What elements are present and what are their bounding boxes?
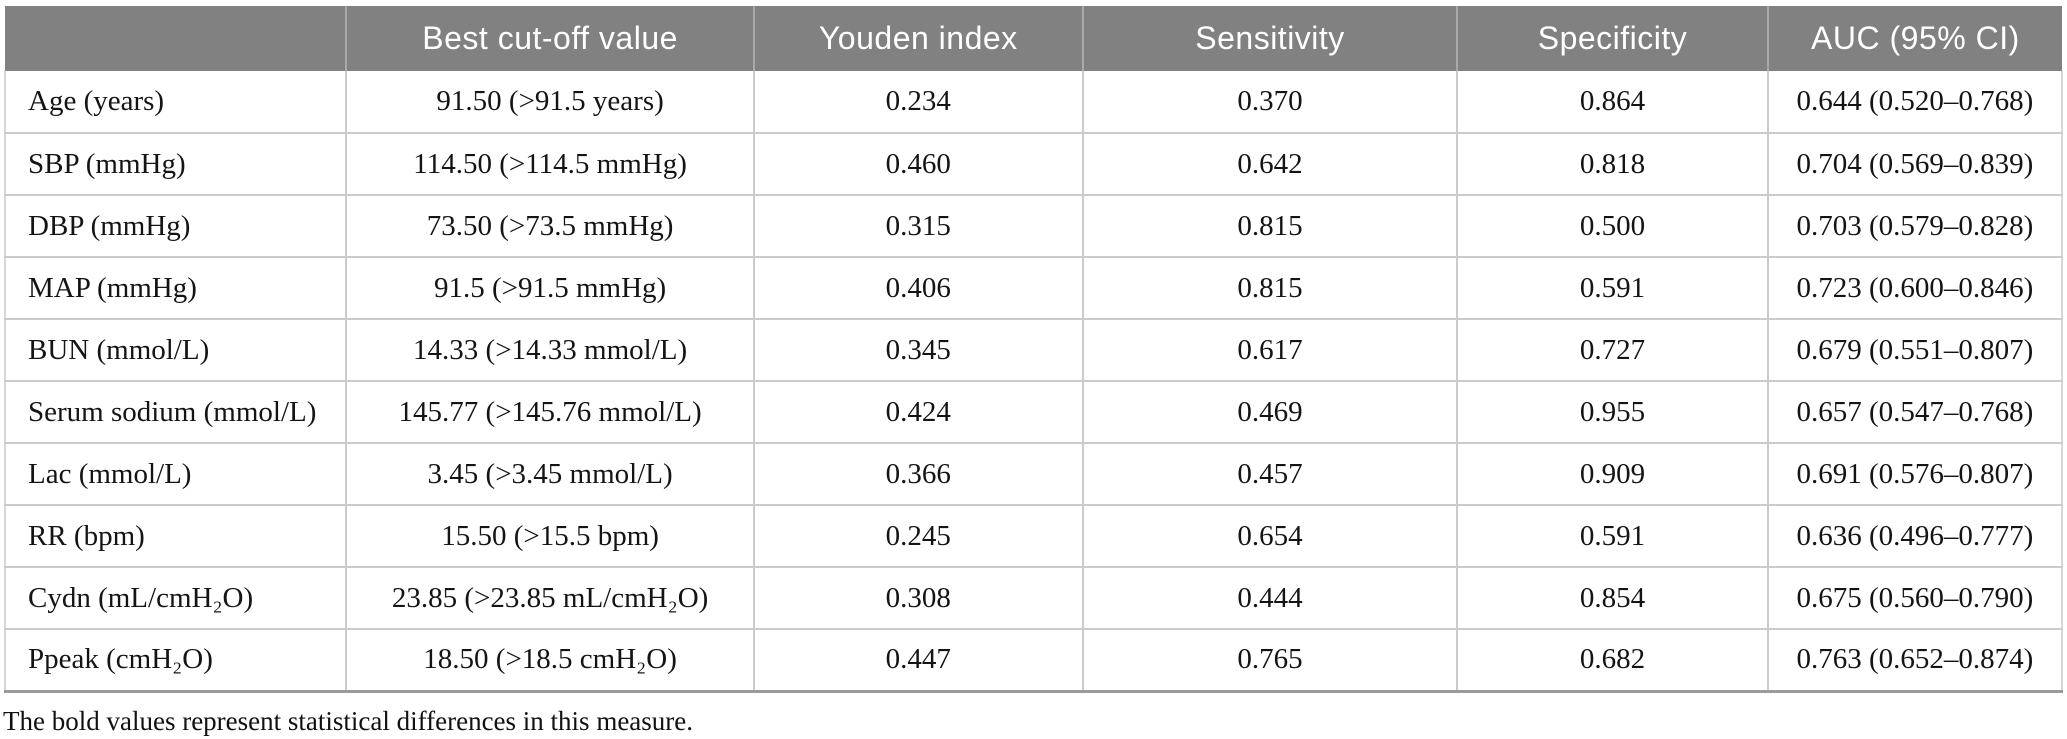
table-row: MAP (mmHg) 91.5 (>91.5 mmHg) 0.406 0.815 0.5…: [3, 257, 2064, 320]
cutoff-cell: 91.50 (>91.5 years): [345, 71, 755, 134]
table-body: Age (years) 91.50 (>91.5 years) 0.234 0.370…: [3, 71, 2064, 693]
youden-cell: 0.308: [752, 567, 1084, 630]
cutoff-cell: 18.50 (>18.5 cmH₂O): [345, 629, 755, 693]
sensitivity-cell: 0.654: [1081, 505, 1459, 568]
table-row: Ppeak (cmH₂O) 18.50 (>18.5 cmH₂O) 0.447 0.7…: [3, 629, 2064, 693]
youden-cell: 0.366: [752, 443, 1084, 506]
cutoff-cell: 91.5 (>91.5 mmHg): [345, 257, 755, 320]
col-header-sensitivity: Sensitivity: [1082, 6, 1459, 71]
row-label-cell: Lac (mmol/L): [3, 443, 348, 506]
cutoff-cell: 145.77 (>145.76 mmol/L): [345, 381, 755, 444]
sensitivity-cell: 0.444: [1081, 567, 1459, 630]
row-label-cell: Cydn (mL/cmH₂O): [3, 567, 348, 630]
roc-analysis-table: Best cut-off value Youden index Sensitiv…: [3, 6, 2064, 693]
specificity-cell: 0.500: [1456, 195, 1769, 258]
table-header-row: Best cut-off value Youden index Sensitiv…: [5, 6, 2062, 71]
auc-cell: 0.704 (0.569–0.839): [1766, 133, 2064, 196]
roc-analysis-table-container: Best cut-off value Youden index Sensitiv…: [3, 6, 2064, 693]
sensitivity-cell: 0.765: [1081, 629, 1459, 693]
table-row: Serum sodium (mmol/L) 145.77 (>145.76 mmo…: [3, 381, 2064, 444]
sensitivity-cell: 0.642: [1081, 133, 1459, 196]
specificity-cell: 0.591: [1456, 257, 1769, 320]
specificity-cell: 0.864: [1456, 71, 1769, 134]
auc-cell: 0.723 (0.600–0.846): [1766, 257, 2064, 320]
youden-cell: 0.245: [752, 505, 1084, 568]
row-label-cell: MAP (mmHg): [3, 257, 348, 320]
sensitivity-cell: 0.815: [1081, 195, 1459, 258]
sensitivity-cell: 0.370: [1081, 71, 1459, 134]
cutoff-cell: 3.45 (>3.45 mmol/L): [345, 443, 755, 506]
auc-cell: 0.657 (0.547–0.768): [1766, 381, 2064, 444]
col-header-auc-ci: AUC (95% CI): [1767, 6, 2062, 71]
auc-cell: 0.691 (0.576–0.807): [1766, 443, 2064, 506]
auc-cell: 0.703 (0.579–0.828): [1766, 195, 2064, 258]
row-label-cell: Ppeak (cmH₂O): [3, 629, 348, 693]
row-label-cell: BUN (mmol/L): [3, 319, 348, 382]
auc-cell: 0.763 (0.652–0.874): [1766, 629, 2064, 693]
col-header-specificity: Specificity: [1457, 6, 1769, 71]
table-row: Age (years) 91.50 (>91.5 years) 0.234 0.370…: [3, 71, 2064, 134]
specificity-cell: 0.727: [1456, 319, 1769, 382]
youden-cell: 0.234: [752, 71, 1084, 134]
cutoff-cell: 15.50 (>15.5 bpm): [345, 505, 755, 568]
col-header-variable: [5, 6, 348, 71]
row-label-cell: DBP (mmHg): [3, 195, 348, 258]
table-row: Cydn (mL/cmH₂O) 23.85 (>23.85 mL/cmH₂O) 0.…: [3, 567, 2064, 630]
row-label-cell: Serum sodium (mmol/L): [3, 381, 348, 444]
cutoff-cell: 73.50 (>73.5 mmHg): [345, 195, 755, 258]
auc-cell: 0.644 (0.520–0.768): [1766, 71, 2064, 134]
sensitivity-cell: 0.469: [1081, 381, 1459, 444]
table-row: SBP (mmHg) 114.50 (>114.5 mmHg) 0.460 0.642…: [3, 133, 2064, 196]
youden-cell: 0.460: [752, 133, 1084, 196]
specificity-cell: 0.682: [1456, 629, 1769, 693]
row-label-cell: Age (years): [3, 71, 348, 134]
table-row: BUN (mmol/L) 14.33 (>14.33 mmol/L) 0.345 0.…: [3, 319, 2064, 382]
sensitivity-cell: 0.815: [1081, 257, 1459, 320]
youden-cell: 0.406: [752, 257, 1084, 320]
col-header-best-cutoff: Best cut-off value: [346, 6, 755, 71]
sensitivity-cell: 0.457: [1081, 443, 1459, 506]
cutoff-cell: 114.50 (>114.5 mmHg): [345, 133, 755, 196]
auc-cell: 0.636 (0.496–0.777): [1766, 505, 2064, 568]
table-footnote: The bold values represent statistical di…: [3, 706, 694, 736]
youden-cell: 0.345: [752, 319, 1084, 382]
youden-cell: 0.315: [752, 195, 1084, 258]
row-label-cell: RR (bpm): [3, 505, 348, 568]
auc-cell: 0.679 (0.551–0.807): [1766, 319, 2064, 382]
table-row: RR (bpm) 15.50 (>15.5 bpm) 0.245 0.654 0.591…: [3, 505, 2064, 568]
youden-cell: 0.424: [752, 381, 1084, 444]
specificity-cell: 0.818: [1456, 133, 1769, 196]
table-row: Lac (mmol/L) 3.45 (>3.45 mmol/L) 0.366 0.45…: [3, 443, 2064, 506]
youden-cell: 0.447: [752, 629, 1084, 693]
row-label-cell: SBP (mmHg): [3, 133, 348, 196]
specificity-cell: 0.955: [1456, 381, 1769, 444]
cutoff-cell: 23.85 (>23.85 mL/cmH₂O): [345, 567, 755, 630]
auc-cell: 0.675 (0.560–0.790): [1766, 567, 2064, 630]
specificity-cell: 0.909: [1456, 443, 1769, 506]
specificity-cell: 0.854: [1456, 567, 1769, 630]
specificity-cell: 0.591: [1456, 505, 1769, 568]
sensitivity-cell: 0.617: [1081, 319, 1459, 382]
table-row: DBP (mmHg) 73.50 (>73.5 mmHg) 0.315 0.815 0.…: [3, 195, 2064, 258]
col-header-youden-index: Youden index: [753, 6, 1084, 71]
cutoff-cell: 14.33 (>14.33 mmol/L): [345, 319, 755, 382]
